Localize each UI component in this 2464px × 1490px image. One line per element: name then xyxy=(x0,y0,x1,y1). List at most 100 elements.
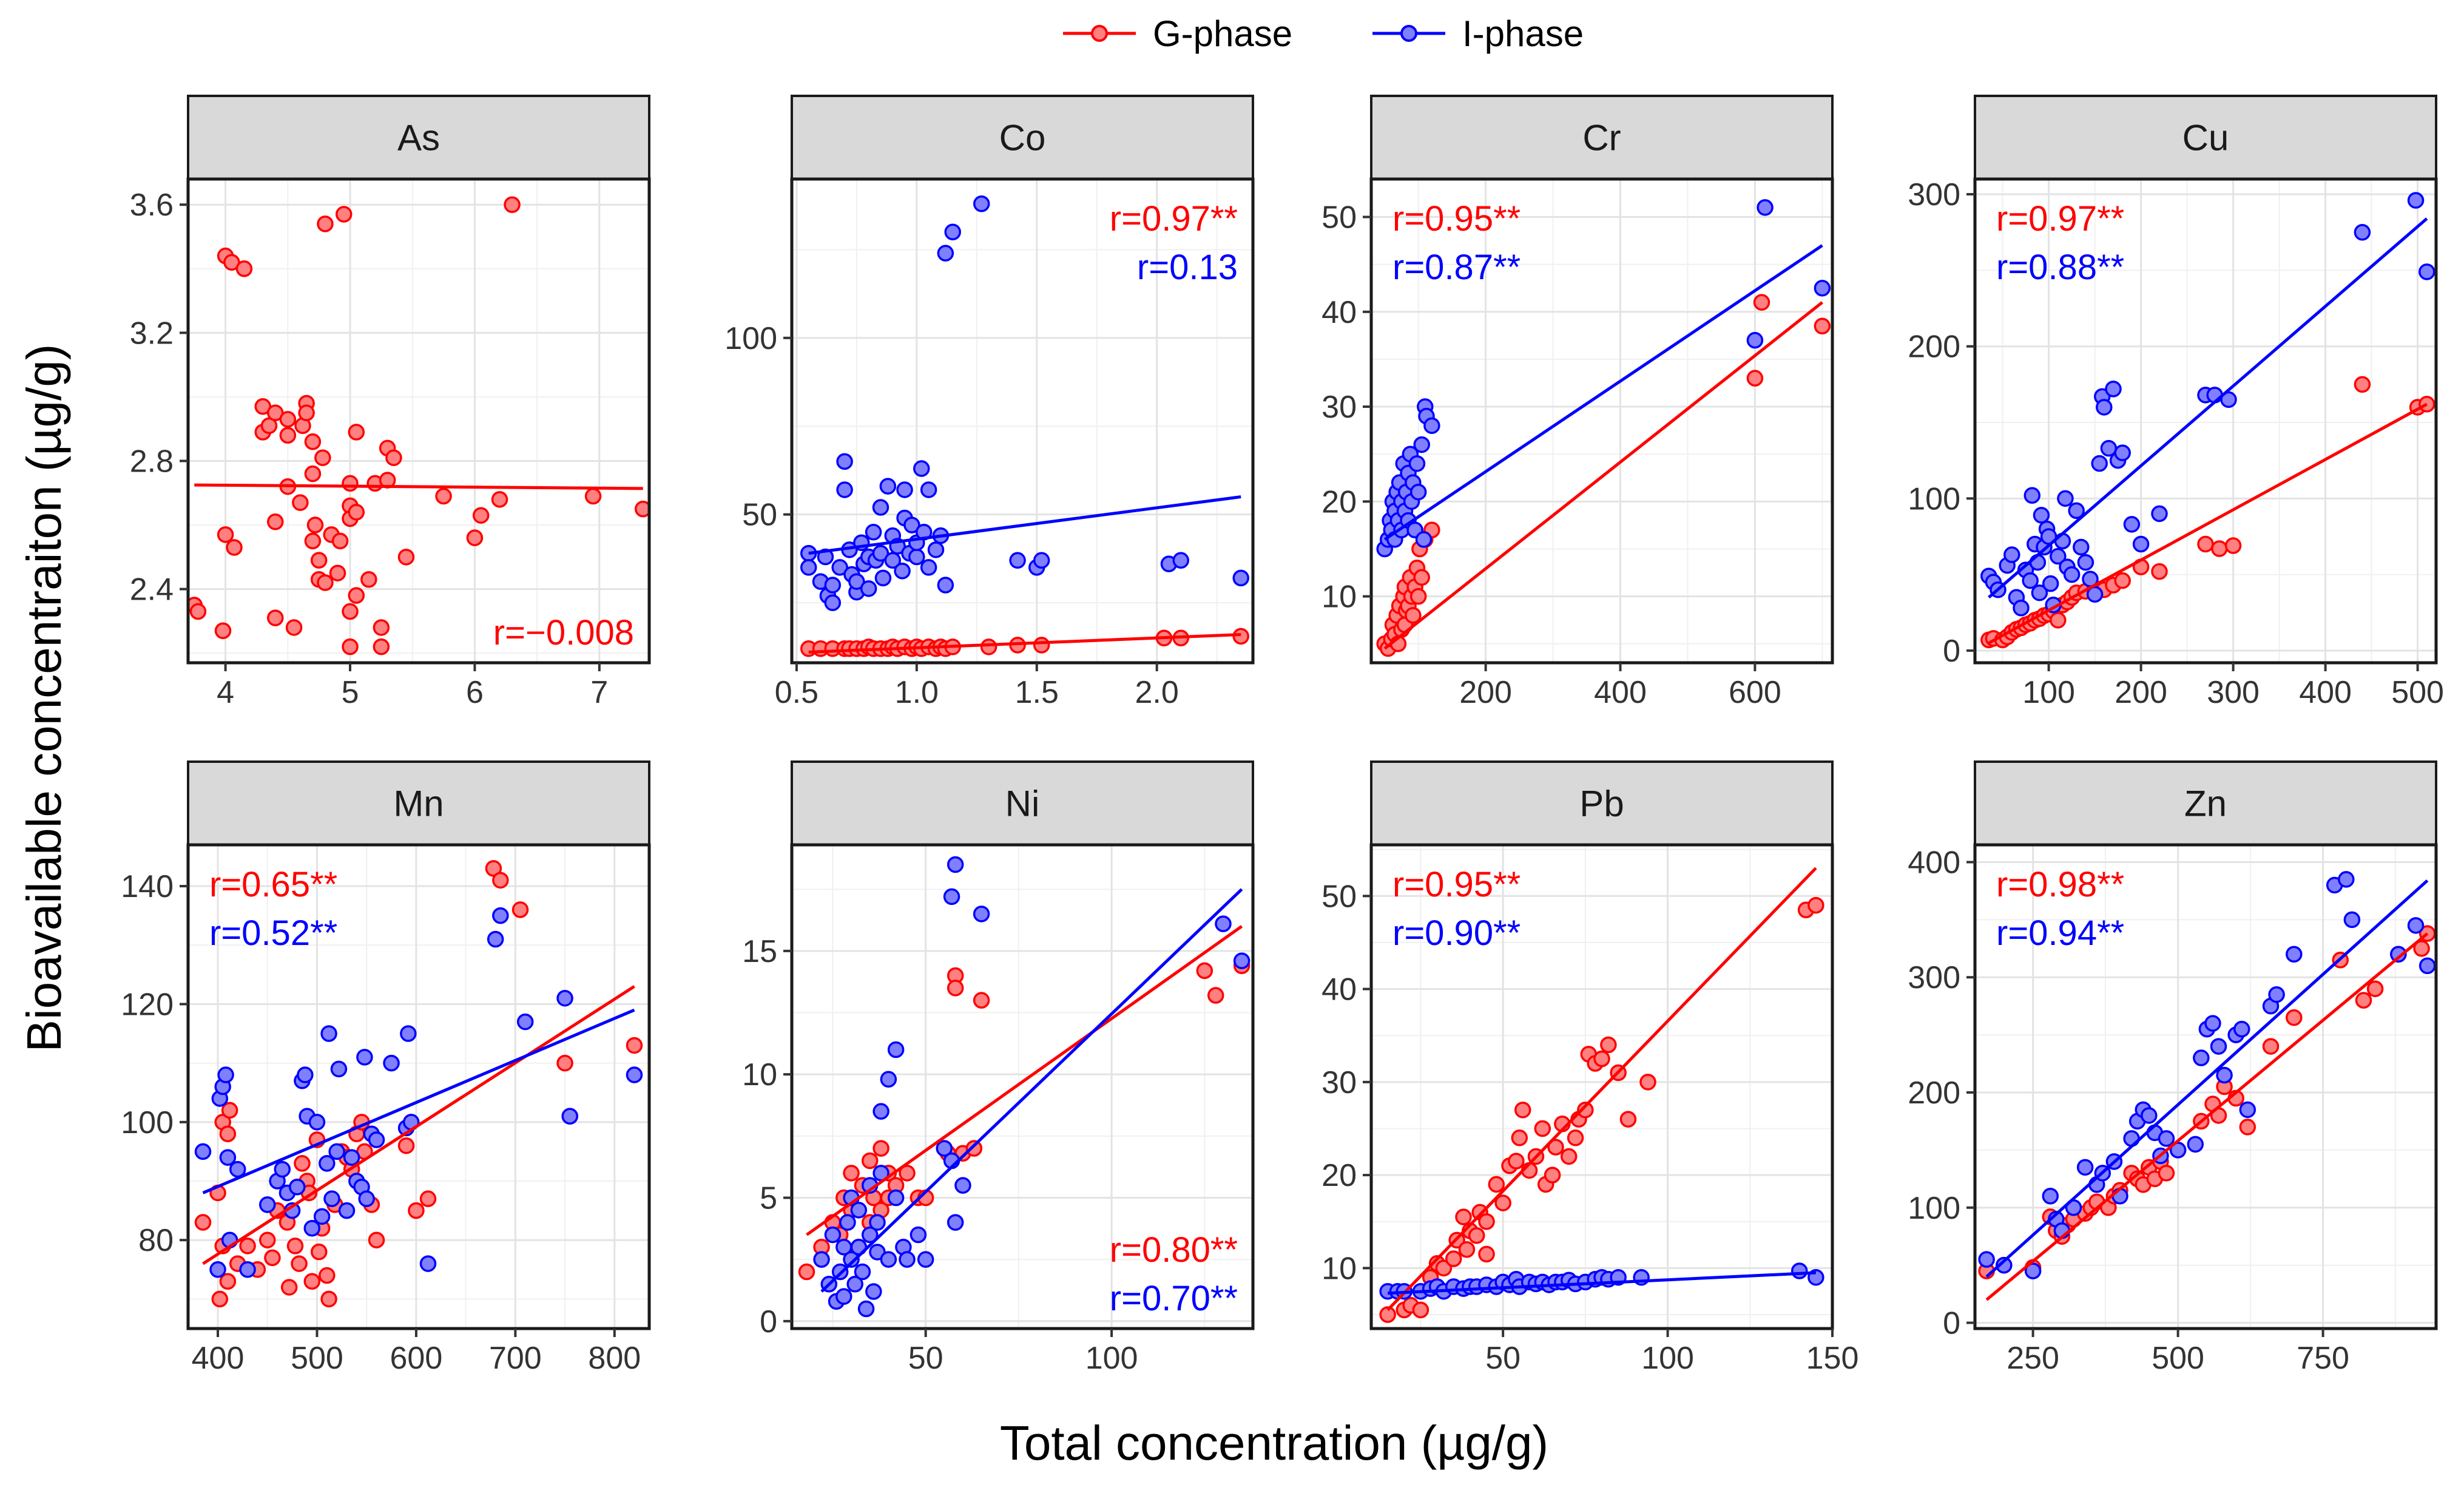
data-point-i-phase xyxy=(973,195,990,212)
data-point-i-phase xyxy=(973,906,990,923)
x-tick-label: 50 xyxy=(908,1341,943,1376)
panel-cr: Cr r=0.95** r=0.87** 200 400 600 10 20 30 40 50 xyxy=(1321,95,1834,710)
fit-line-g-phase xyxy=(808,632,1241,654)
data-point-i-phase xyxy=(320,1025,337,1042)
fit-line-g-phase xyxy=(1386,867,1817,1312)
y-tick-label: 10 xyxy=(742,1057,777,1092)
data-point-i-phase xyxy=(947,1214,964,1231)
panel-pb-strip-label: Pb xyxy=(1579,784,1624,824)
panel-as-strip-label: As xyxy=(397,118,440,158)
data-point-i-phase xyxy=(2057,490,2074,507)
panel-co-strip-label: Co xyxy=(999,118,1046,158)
data-point-i-phase xyxy=(2114,444,2131,461)
y-tick-label: 30 xyxy=(1321,1065,1357,1100)
y-tick-label: 2.8 xyxy=(130,444,174,479)
data-point-i-phase xyxy=(874,569,892,587)
data-point-g-phase xyxy=(1412,1301,1429,1319)
data-point-g-phase xyxy=(1468,1227,1485,1244)
panel-pb-r-label-g-phase: r=0.95** xyxy=(1392,865,1521,904)
data-point-g-phase xyxy=(368,1231,385,1248)
y-tick-label: 100 xyxy=(121,1105,174,1140)
data-point-i-phase xyxy=(319,1155,336,1172)
data-point-g-phase xyxy=(1232,628,1249,645)
data-point-i-phase xyxy=(492,907,509,924)
data-point-i-phase xyxy=(887,1189,905,1207)
data-point-i-phase xyxy=(2418,957,2436,974)
data-point-g-phase xyxy=(2413,940,2430,957)
x-tick-label: 750 xyxy=(2297,1341,2349,1376)
panel-ni: Ni r=0.80** r=0.70** 50 100 0 5 10 15 xyxy=(742,760,1255,1376)
data-point-g-phase xyxy=(1534,1120,1551,1137)
data-point-g-phase xyxy=(294,1155,311,1172)
x-tick-label: 1.5 xyxy=(1015,675,1059,710)
panel-cu-r-label-g-phase: r=0.97** xyxy=(1996,199,2124,239)
data-point-i-phase xyxy=(887,1041,905,1058)
data-point-g-phase xyxy=(1405,607,1422,624)
data-point-g-phase xyxy=(798,1263,815,1281)
data-point-i-phase xyxy=(561,1108,578,1125)
data-point-g-phase xyxy=(226,539,243,556)
data-point-i-phase xyxy=(920,559,937,576)
data-point-g-phase xyxy=(2355,992,2372,1009)
data-point-g-phase xyxy=(279,427,297,444)
data-point-g-phase xyxy=(264,1249,281,1267)
x-tick-label: 500 xyxy=(2152,1341,2204,1376)
data-point-i-phase xyxy=(2063,566,2081,583)
y-tick-label: 100 xyxy=(724,321,777,356)
data-point-i-phase xyxy=(2338,871,2355,888)
x-tick-label: 500 xyxy=(2391,675,2444,710)
data-point-i-phase xyxy=(2418,263,2435,280)
y-tick-label: 0 xyxy=(1943,1306,1960,1341)
data-point-i-phase xyxy=(2216,1066,2233,1084)
y-tick-label: 50 xyxy=(1321,200,1357,235)
data-point-i-phase xyxy=(817,548,834,566)
data-point-g-phase xyxy=(342,475,359,492)
fit-line-i-phase xyxy=(808,495,1241,555)
data-point-g-phase xyxy=(317,215,334,232)
panel-cr-strip xyxy=(1370,95,1834,180)
data-point-g-phase xyxy=(634,500,649,518)
data-point-g-phase xyxy=(1593,1050,1610,1068)
data-point-i-phase xyxy=(297,1066,314,1083)
data-point-g-phase xyxy=(1508,1153,1525,1170)
data-point-g-phase xyxy=(348,587,365,604)
y-tick-label: 40 xyxy=(1321,972,1357,1007)
y-tick-label: 40 xyxy=(1321,295,1357,330)
data-point-g-phase xyxy=(1547,1139,1564,1156)
data-point-i-phase xyxy=(289,1178,306,1196)
data-point-g-phase xyxy=(1577,1102,1594,1119)
data-point-i-phase xyxy=(1408,455,1426,472)
y-tick-label: 20 xyxy=(1321,484,1357,520)
data-point-g-phase xyxy=(1544,1167,1561,1184)
data-point-g-phase xyxy=(2050,612,2067,629)
data-point-i-phase xyxy=(879,478,897,495)
data-point-i-phase xyxy=(899,1251,916,1268)
data-point-g-phase xyxy=(2366,980,2384,997)
data-point-g-phase xyxy=(973,992,990,1009)
data-point-g-phase xyxy=(314,449,331,466)
fit-line-i-phase xyxy=(820,888,1243,1293)
data-point-g-phase xyxy=(304,532,322,550)
panel-ni-r-label-g-phase: r=0.80** xyxy=(1110,1230,1238,1270)
data-point-i-phase xyxy=(2077,554,2094,571)
data-point-i-phase xyxy=(920,481,937,498)
data-point-g-phase xyxy=(2286,1009,2303,1026)
data-point-i-phase xyxy=(217,1066,234,1083)
data-point-g-phase xyxy=(947,980,964,997)
fit-line-i-phase xyxy=(1383,244,1823,541)
data-point-g-phase xyxy=(1435,1259,1453,1277)
x-tick-label: 500 xyxy=(291,1341,343,1376)
fit-line-g-phase xyxy=(194,483,643,490)
data-point-g-phase xyxy=(1196,962,1213,980)
data-point-i-phase xyxy=(400,1025,417,1042)
data-point-i-phase xyxy=(2407,917,2425,934)
data-point-i-phase xyxy=(1413,436,1430,453)
x-tick-label: 150 xyxy=(1806,1341,1859,1376)
data-point-g-phase xyxy=(342,603,359,620)
data-point-i-phase xyxy=(2210,1038,2227,1055)
fit-line-g-phase xyxy=(202,985,635,1265)
panel-zn-strip xyxy=(1974,760,2437,846)
data-point-i-phase xyxy=(1233,952,1251,969)
data-point-i-phase xyxy=(908,548,925,566)
data-point-g-phase xyxy=(259,1231,276,1248)
